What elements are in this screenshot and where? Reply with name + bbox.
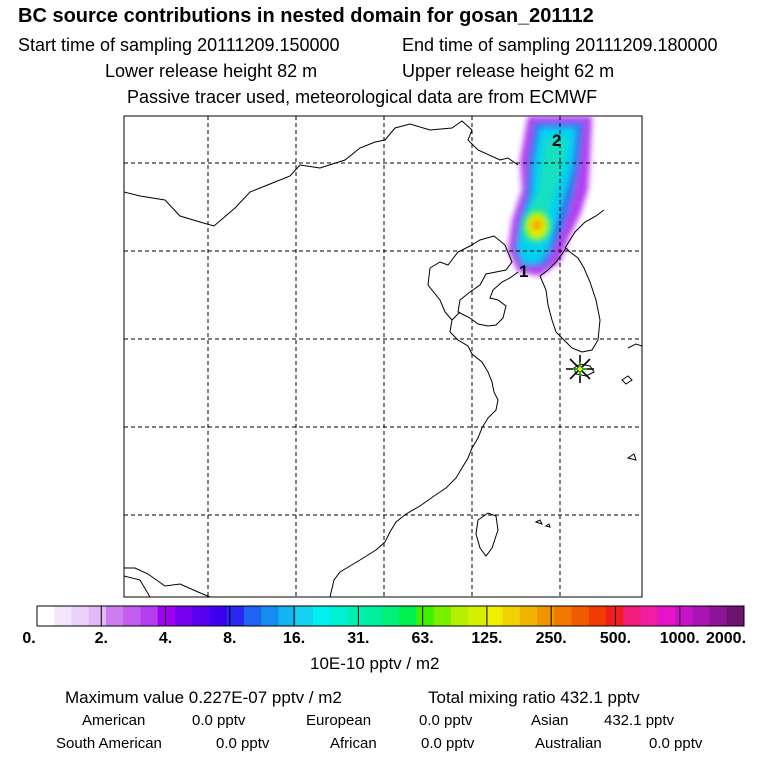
colorbar-cell (692, 606, 711, 626)
end-time: End time of sampling 20111209.180000 (402, 35, 718, 55)
colorbar-cell (640, 606, 659, 626)
african-label: African (330, 735, 377, 752)
colorbar-cell (502, 606, 521, 626)
colorbar-cell (571, 606, 590, 626)
lower-release-height: Lower release height 82 m (105, 61, 318, 81)
colorbar-cell (554, 606, 573, 626)
colorbar-cell (295, 606, 314, 626)
start-time: Start time of sampling 20111209.150000 (18, 35, 340, 55)
colorbar (36, 605, 745, 627)
australian-value: 0.0 pptv (649, 735, 703, 752)
colorbar-tick-label: 8. (223, 630, 237, 647)
colorbar-cell (174, 606, 193, 626)
colorbar-cell (330, 606, 348, 626)
colorbar-cell (243, 606, 262, 626)
colorbar-tick-label: 4. (158, 630, 173, 647)
tracer-note: Passive tracer used, meteorological data… (127, 87, 598, 107)
colorbar-cell (192, 606, 210, 626)
colorbar-cell (261, 606, 279, 626)
colorbar-cell (468, 606, 486, 626)
asian-label: Asian (531, 712, 569, 729)
european-value: 0.0 pptv (419, 712, 473, 729)
colorbar-cell (71, 606, 90, 626)
colorbar-cell (312, 606, 331, 626)
plume-field (508, 116, 592, 276)
plume-contour-orange (532, 219, 542, 231)
colorbar-tick-label: 63. (411, 630, 434, 647)
receptor-star-icon (566, 355, 594, 383)
colorbar-unit-label: 10E-10 pptv / m2 (310, 654, 440, 673)
colorbar-tick-label: 0. (22, 630, 36, 647)
south-american-value: 0.0 pptv (216, 735, 270, 752)
colorbar-tick-label: 2000. (705, 630, 747, 647)
colorbar-cell (675, 606, 693, 626)
colorbar-cell (657, 606, 676, 626)
colorbar-cell (157, 606, 176, 626)
colorbar-cell (519, 606, 538, 626)
colorbar-cell (105, 606, 124, 626)
colorbar-cell (709, 606, 728, 626)
american-value: 0.0 pptv (192, 712, 246, 729)
colorbar-cell (347, 606, 366, 626)
colorbar-cell (37, 606, 55, 626)
coastlines (124, 120, 642, 597)
colorbar-tick-label: 250. (535, 630, 567, 647)
colorbar-cell (381, 606, 400, 626)
max-value: Maximum value 0.227E-07 pptv / m2 (65, 688, 342, 707)
colorbar-cell (278, 606, 297, 626)
colorbar-cell (450, 606, 469, 626)
colorbar-cell (88, 606, 107, 626)
colorbar-cell (537, 606, 555, 626)
colorbar-tick-label: 31. (347, 630, 370, 647)
colorbar-cell (588, 606, 607, 626)
trajectory-marker-2: 2 (552, 131, 561, 150)
plot-title: BC source contributions in nested domain… (18, 5, 594, 27)
colorbar-cell (623, 606, 642, 626)
african-value: 0.0 pptv (421, 735, 475, 752)
colorbar-cell (209, 606, 228, 626)
colorbar-cell (226, 606, 245, 626)
south-american-label: South American (56, 735, 162, 752)
colorbar-cell (399, 606, 417, 626)
graticule (124, 116, 642, 597)
australian-label: Australian (535, 735, 602, 752)
trajectory-marker-1: 1 (519, 262, 528, 281)
colorbar-cell (54, 606, 72, 626)
colorbar-cell (416, 606, 435, 626)
colorbar-tick-label: 16. (282, 630, 306, 647)
colorbar-cell (140, 606, 159, 626)
colorbar-cell (606, 606, 624, 626)
european-label: European (306, 712, 372, 729)
colorbar-cell (485, 606, 504, 626)
colorbar-cell (364, 606, 383, 626)
colorbar-tick-label: 1000. (659, 630, 700, 647)
american-label: American (82, 712, 146, 729)
asian-value: 432.1 pptv (604, 712, 675, 729)
colorbar-cell (726, 606, 745, 626)
upper-release-height: Upper release height 62 m (402, 61, 615, 81)
colorbar-cell (123, 606, 141, 626)
colorbar-cell (433, 606, 452, 626)
colorbar-tick-label: 500. (599, 630, 632, 647)
colorbar-tick-label: 125. (471, 630, 503, 647)
total-mixing-ratio: Total mixing ratio 432.1 pptv (428, 688, 640, 707)
colorbar-tick-label: 2. (94, 630, 108, 647)
